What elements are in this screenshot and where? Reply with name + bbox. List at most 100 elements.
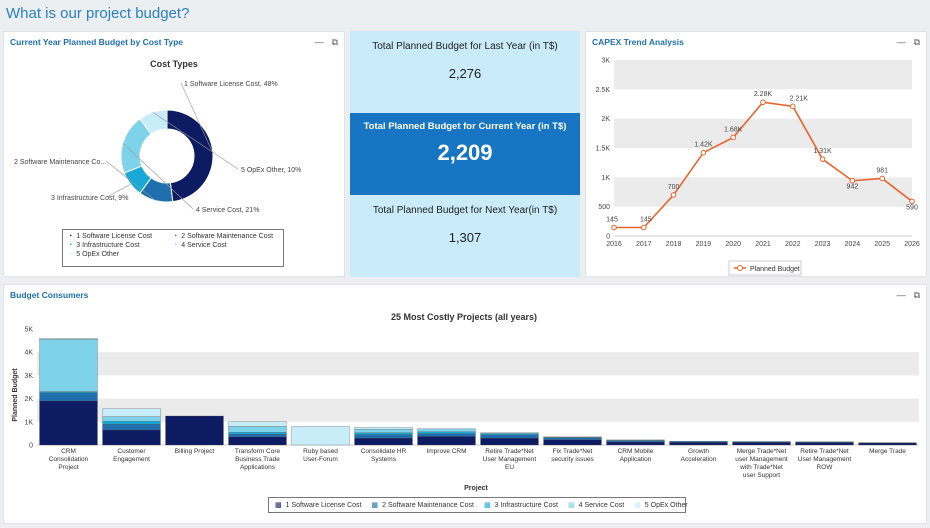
capex-x-tick-label: 2017 [636, 241, 652, 248]
bar-segment[interactable] [732, 442, 791, 446]
bar-segment[interactable] [669, 441, 728, 443]
bar-y-tick-label: 5K [24, 327, 33, 334]
bar-segment[interactable] [228, 432, 287, 435]
capex-data-point[interactable] [670, 192, 677, 198]
bar-segment[interactable] [732, 441, 791, 443]
bar-segment[interactable] [354, 434, 413, 439]
cost-type-panel: Current Year Planned Budget by Cost Type… [3, 31, 345, 277]
bar-segment[interactable] [795, 442, 854, 446]
bar-segment[interactable] [543, 439, 602, 446]
capex-x-tick-label: 2019 [696, 241, 712, 248]
bar-chart-icon: ▩ [371, 502, 379, 509]
capex-data-point[interactable] [909, 198, 915, 205]
donut-slice[interactable] [166, 109, 214, 203]
capex-data-label: 981 [876, 167, 888, 174]
legend-item-infrastructure[interactable]: ◔ 3 Infrastructure Cost [68, 242, 140, 249]
minimize-icon[interactable]: — [896, 289, 906, 300]
legend-item-service[interactable]: ◔ 4 Service Cost [173, 242, 227, 249]
bar-segment[interactable] [606, 440, 665, 443]
capex-data-label: 2.28K [754, 91, 773, 98]
bar-segment[interactable] [417, 431, 476, 434]
pie-icon: ◔ [173, 242, 178, 249]
bar-segment[interactable] [39, 338, 98, 340]
legend-item-software-maintenance[interactable]: ▩ 2 Software Maintenance Cost [371, 501, 474, 510]
capex-x-tick-label: 2021 [755, 241, 771, 248]
budget-consumers-panel-title: Budget Consumers [10, 290, 89, 300]
bar-segment[interactable] [354, 429, 413, 433]
capex-data-point[interactable] [611, 224, 617, 231]
donut-slice[interactable] [139, 109, 168, 135]
bar-category-label: Growth Acceleration [681, 448, 717, 463]
bar-segment[interactable] [165, 415, 224, 446]
bar-y-tick-label: 1K [24, 419, 33, 426]
legend-item-service[interactable]: ▩ 4 Service Cost [568, 501, 625, 510]
bar-segment[interactable] [858, 442, 917, 446]
bar-segment[interactable] [480, 433, 539, 435]
minimize-icon[interactable]: — [314, 36, 324, 47]
bar-segment[interactable] [417, 428, 476, 432]
bar-segment[interactable] [39, 392, 98, 402]
capex-data-point[interactable] [730, 134, 736, 141]
capex-data-label: 145 [606, 216, 618, 223]
bar-segment[interactable] [102, 421, 161, 425]
bar-segment[interactable] [102, 429, 161, 446]
bar-category-label: Retire Trade*Net User Management EU [483, 448, 537, 471]
bar-segment[interactable] [480, 432, 539, 434]
legend-item-opex-other[interactable]: ◔ 5 OpEx Other [68, 251, 120, 258]
capex-data-point[interactable] [849, 177, 856, 184]
bar-segment[interactable] [228, 426, 287, 433]
expand-icon[interactable]: ⧉ [913, 36, 920, 47]
donut-leader-line [122, 142, 194, 210]
bar-segment[interactable] [417, 436, 476, 446]
bar-segment[interactable] [354, 432, 413, 435]
donut-slice-label: 4 Service Cost, 21% [196, 207, 259, 214]
bar-category-label: Billing Project [175, 448, 215, 455]
bar-segment[interactable] [39, 400, 98, 446]
donut-chart-title: Cost Types [150, 59, 198, 69]
pie-icon: ◔ [68, 233, 73, 240]
bar-y-tick-label: 0 [29, 443, 33, 450]
bar-category-label: Merge Trade*Net user Management with Trade… [735, 448, 788, 479]
expand-icon[interactable]: ⧉ [913, 289, 920, 300]
expand-icon[interactable]: ⧉ [331, 36, 338, 47]
capex-data-point[interactable] [760, 99, 766, 106]
bar-segment[interactable] [102, 416, 161, 422]
cost-type-donut-chart: Cost Types 1 Software License Cost, 48% 2… [14, 59, 301, 214]
capex-data-point[interactable] [700, 149, 707, 156]
bar-segment[interactable] [354, 427, 413, 430]
bar-segment[interactable] [417, 433, 476, 437]
bar-segment[interactable] [669, 442, 728, 446]
minimize-icon[interactable]: — [896, 36, 906, 47]
donut-leader-line [106, 183, 131, 198]
capex-data-label: 2.21K [790, 95, 809, 102]
bar-segment[interactable] [228, 436, 287, 446]
capex-data-point[interactable] [879, 175, 886, 182]
capex-data-point[interactable] [641, 224, 647, 231]
capex-legend[interactable]: Planned Budget [728, 260, 802, 276]
capex-data-point[interactable] [819, 156, 826, 162]
bar-category-label: Fix Trade*Net security issues [551, 448, 594, 463]
bar-segment[interactable] [291, 426, 350, 446]
bar-segment[interactable] [795, 441, 854, 443]
bar-segment[interactable] [39, 391, 98, 393]
kpi-next-year-value: 1,307 [448, 230, 482, 245]
bar-category-label: Consolidate HR Systems [361, 448, 407, 463]
capex-data-point[interactable] [790, 103, 796, 110]
bar-segment[interactable] [228, 421, 287, 427]
legend-item-opex-other[interactable]: ▩ 5 OpEx Other [634, 501, 688, 510]
bar-segment[interactable] [39, 339, 98, 392]
legend-item-software-maintenance[interactable]: ◔ 2 Software Maintenance Cost [173, 233, 274, 240]
bar-segment[interactable] [543, 437, 602, 440]
bar-segment[interactable] [606, 441, 665, 446]
projects-bar-chart: 25 Most Costly Projects (all years) Plan… [12, 312, 919, 492]
legend-item-software-license[interactable]: ◔ 1 Software License Cost [68, 233, 153, 240]
bar-segment[interactable] [480, 434, 539, 439]
bar-segment[interactable] [102, 408, 161, 417]
bar-y-tick-label: 4K [24, 350, 33, 357]
bar-segment[interactable] [228, 433, 287, 438]
bar-segment[interactable] [354, 437, 413, 446]
legend-item-software-license[interactable]: ▩ 1 Software License Cost [275, 501, 362, 510]
bar-segment[interactable] [480, 437, 539, 446]
legend-item-infrastructure[interactable]: ▩ 3 Infrastructure Cost [483, 501, 558, 510]
bar-segment[interactable] [102, 423, 161, 431]
